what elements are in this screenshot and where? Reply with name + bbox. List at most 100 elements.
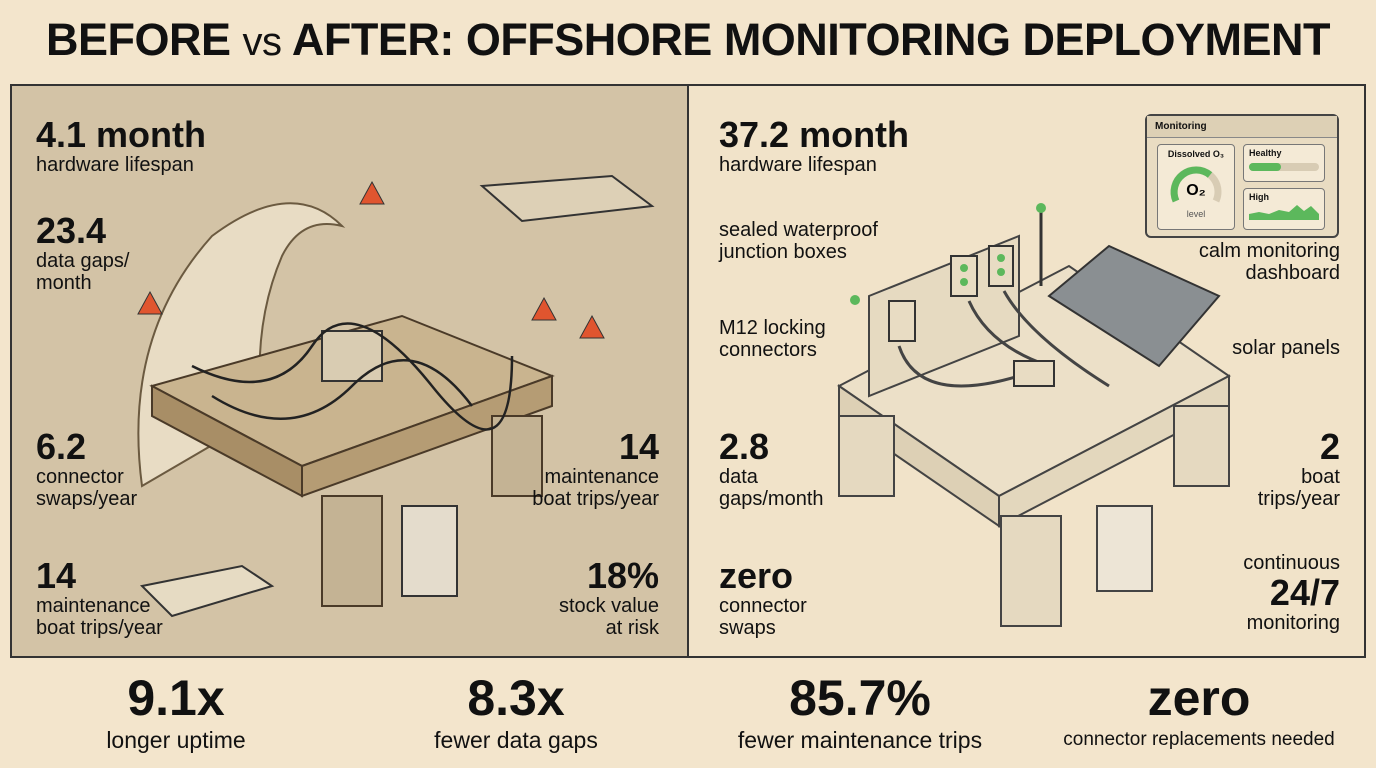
chart-label: High [1249,192,1269,202]
before-trips-left: 14 maintenance boat trips/year [36,555,163,640]
platform-leg [321,495,383,607]
warning-icon [579,314,605,339]
summary-value: 8.3x [467,670,565,726]
tangled-cables [191,322,514,431]
summary-uptime: 9.1x longer uptime [6,670,346,754]
stat-value: 18% [586,555,659,596]
before-trips-right: 14 maintenance boat trips/year [532,426,659,511]
summary-value: 9.1x [127,670,225,726]
platform-leg [1173,405,1230,487]
stat-label: boat [1301,466,1340,488]
stat-value: 6.2 [36,426,87,467]
summary-connectors: zero connector replacements needed [1019,670,1376,754]
status-light-icon [850,295,860,305]
solar-label: solar panels [1232,337,1340,359]
stat-label: continuous [1243,552,1340,574]
stat-label: month [36,272,92,294]
stat-label: at risk [605,617,659,639]
stat-value: 24/7 [1269,572,1340,613]
label-line: calm monitoring [1198,240,1340,262]
slider-fill [1249,163,1281,171]
stat-label: stock value [558,595,659,617]
sparkline-chart [1249,205,1319,220]
stat-label: hardware lifespan [719,154,877,176]
after-monitoring: continuous 24/7 monitoring [1243,552,1340,634]
label-line: M12 locking [719,317,826,339]
stat-label: maintenance [36,595,151,617]
warning-icon [137,290,163,315]
dashboard-label: calm monitoring dashboard [1199,240,1340,284]
gauge-symbol: O₂ [1186,182,1206,199]
stat-label: data [719,466,758,488]
stat-value: 2 [1319,426,1340,467]
stat-label: maintenance [544,466,659,488]
summary-gaps: 8.3x fewer data gaps [346,670,686,754]
stat-label: boat trips/year [532,488,659,510]
title-rest: AFTER: OFFSHORE MONITORING DEPLOYMENT [291,14,1331,65]
gauge-card: Dissolved O₃ O₂ level [1157,144,1235,230]
junction-box [950,255,978,297]
after-illustration [837,203,1231,627]
before-stock: 18% stock value at risk [558,555,659,640]
chart-card: High [1243,188,1325,230]
stat-value: 2.8 [719,426,770,467]
stat-value: 37.2 month [719,114,910,155]
gauge-fill [1170,166,1213,203]
warning-icon [359,180,385,205]
fish-tank [1096,505,1153,592]
platform-leg [838,415,895,497]
summary-label: longer uptime [106,727,246,753]
stat-label: monitoring [1246,612,1340,634]
platform-leg [1000,515,1062,627]
stat-label: connector [36,466,124,488]
slider-card: Healthy [1243,144,1325,182]
stat-label: swaps/year [36,488,138,510]
junction-box-label: sealed waterproof junction boxes [719,219,878,263]
stat-label: swaps [719,617,776,639]
slider-label: Healthy [1249,148,1282,158]
stat-value: 23.4 [36,210,107,251]
stat-value: zero [719,555,794,596]
summary-label: connector replacements needed [1063,729,1335,750]
summary-label: fewer maintenance trips [737,727,983,753]
stat-value: 14 [618,426,659,467]
after-gaps: 2.8 data gaps/month [719,426,824,511]
stat-label: connector [719,595,807,617]
platform-inset [479,174,655,223]
summary-value: zero [1147,670,1251,726]
before-illustration [137,174,655,618]
before-panel: 4.1 month hardware lifespan 23.4 data gaps… [12,86,689,656]
solar-panels [1047,244,1221,368]
stat-label: hardware lifespan [36,154,194,176]
label-line: sealed waterproof [719,219,878,241]
connectors-label: M12 locking connectors [719,317,826,361]
boat [139,564,275,618]
title-vs: vs [242,20,283,64]
after-lifespan: 37.2 month hardware lifespan [719,114,910,177]
after-swaps: zero connector swaps [719,555,807,640]
health-slider [1249,163,1319,171]
warning-icon [531,296,557,321]
junction-box [888,300,916,342]
stat-label: boat trips/year [36,617,163,639]
stat-label: data gaps/ [36,250,130,272]
stat-value: 14 [36,555,77,596]
gauge-title: Dissolved O₃ [1167,149,1225,159]
junction-box [988,245,1014,287]
fish-tank [401,505,458,597]
junction-box [1013,360,1055,387]
after-trips: 2 boat trips/year [1257,426,1340,511]
monitoring-dashboard: Monitoring Dissolved O₃ O₂ level Healthy… [1145,114,1339,238]
stat-label: gaps/month [719,488,824,510]
before-gaps: 23.4 data gaps/month [36,210,130,295]
summary-value: 85.7% [789,670,931,726]
page-title: BEFORE vs AFTER: OFFSHORE MONITORING DEP… [0,14,1376,66]
summary-trips: 85.7% fewer maintenance trips [690,670,1030,754]
junction-box [321,330,383,382]
before-lifespan: 4.1 month hardware lifespan [36,116,206,177]
stat-label: trips/year [1257,488,1340,510]
title-before: BEFORE [45,14,231,65]
summary-label: fewer data gaps [434,727,598,753]
label-line: junction boxes [719,241,847,263]
gauge-label: level [1186,209,1206,219]
